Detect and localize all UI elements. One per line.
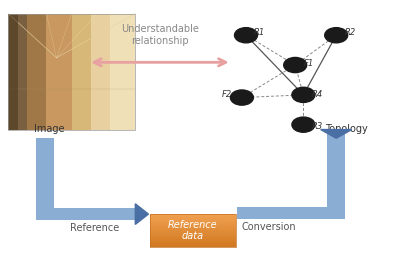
Bar (149, 221, 235, 222)
Text: Understandable
relationship: Understandable relationship (121, 24, 198, 46)
Circle shape (291, 87, 314, 102)
Circle shape (234, 28, 257, 43)
Bar (149, 241, 235, 242)
Circle shape (283, 57, 306, 73)
Bar (149, 222, 235, 223)
Text: R3: R3 (311, 121, 322, 131)
Bar (46, 14, 72, 130)
Text: Image: Image (34, 124, 64, 134)
Bar (149, 214, 235, 247)
Bar (149, 242, 235, 243)
Text: Reference
data: Reference data (167, 220, 217, 241)
Text: Reference: Reference (70, 223, 119, 233)
Text: Topology: Topology (324, 124, 367, 134)
Bar (149, 243, 235, 244)
Bar (149, 239, 235, 240)
Bar (8, 14, 135, 130)
Bar (8, 14, 27, 130)
Bar (36, 208, 135, 220)
Polygon shape (135, 204, 148, 224)
Circle shape (324, 28, 347, 43)
Circle shape (291, 117, 314, 132)
Bar (149, 229, 235, 230)
Text: F2: F2 (221, 90, 231, 99)
Bar (326, 130, 344, 219)
Bar (326, 207, 344, 219)
Bar (36, 208, 54, 220)
Bar (149, 220, 235, 221)
Bar (149, 216, 235, 217)
Bar (110, 14, 135, 130)
Bar (149, 234, 235, 235)
Bar (149, 240, 235, 241)
Bar (149, 235, 235, 236)
Bar (149, 226, 235, 227)
Bar (91, 14, 110, 130)
Text: Conversion: Conversion (240, 222, 295, 232)
Bar (149, 214, 235, 215)
Bar (8, 14, 18, 130)
Bar (149, 230, 235, 231)
Text: F1: F1 (303, 59, 313, 68)
Bar (36, 138, 54, 214)
Bar (236, 207, 344, 219)
Bar (149, 236, 235, 237)
Bar (149, 237, 235, 238)
Bar (27, 14, 46, 130)
Bar (149, 224, 235, 225)
Bar (149, 218, 235, 220)
Bar (149, 225, 235, 226)
Bar (149, 227, 235, 228)
Bar (149, 223, 235, 224)
Bar (149, 244, 235, 246)
Bar (149, 238, 235, 239)
Polygon shape (320, 130, 351, 138)
Text: R2: R2 (344, 28, 355, 37)
Bar (149, 215, 235, 216)
Text: R4: R4 (311, 90, 322, 99)
Circle shape (230, 90, 253, 105)
Bar (149, 233, 235, 234)
Bar (72, 14, 91, 130)
Bar (149, 246, 235, 247)
Text: R1: R1 (254, 28, 265, 37)
Bar (149, 231, 235, 233)
Bar (149, 217, 235, 218)
Bar (149, 228, 235, 229)
